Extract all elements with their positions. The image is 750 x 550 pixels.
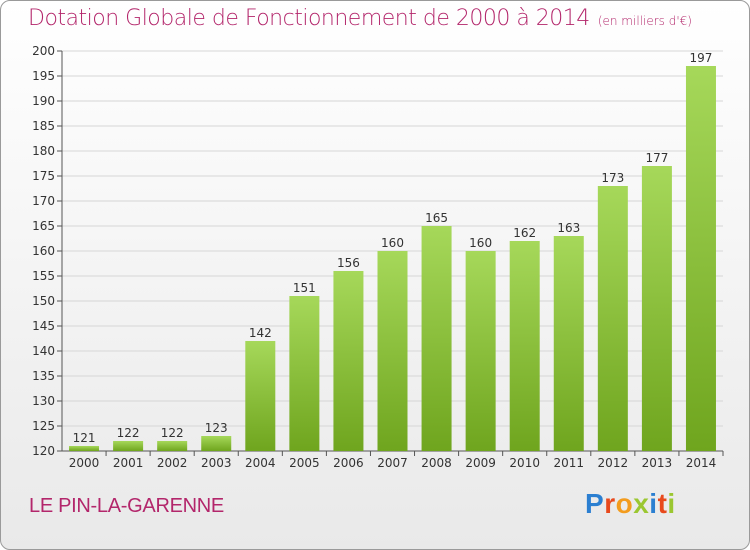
y-tick-label: 145 <box>32 319 55 333</box>
x-tick-label: 2003 <box>201 456 232 470</box>
y-tick-label: 185 <box>32 119 55 133</box>
data-label: 121 <box>73 431 96 445</box>
x-tick-label: 2005 <box>289 456 320 470</box>
bar <box>201 436 232 451</box>
y-tick-label: 195 <box>32 69 55 83</box>
bar <box>113 441 144 451</box>
data-label: 197 <box>690 51 713 65</box>
bar <box>509 241 540 451</box>
y-tick-label: 175 <box>32 169 55 183</box>
x-tick-label: 2012 <box>598 456 629 470</box>
data-label: 177 <box>645 151 668 165</box>
logo-letter: t <box>657 488 668 519</box>
bar <box>377 251 408 451</box>
bar <box>333 271 364 451</box>
x-tick-label: 2011 <box>553 456 584 470</box>
x-tick-label: 2007 <box>377 456 408 470</box>
bar <box>245 341 276 451</box>
data-labels: 121 122 122 123 142 151 156 160 165 160 162 163 173 1… <box>73 51 713 445</box>
data-label: 165 <box>425 211 448 225</box>
bar <box>421 226 452 451</box>
x-tick-label: 2013 <box>642 456 673 470</box>
bar <box>553 236 584 451</box>
y-tick-label: 135 <box>32 369 55 383</box>
data-label: 160 <box>469 236 492 250</box>
x-tick-label: 2009 <box>465 456 496 470</box>
x-tick-label: 2006 <box>333 456 364 470</box>
bar <box>685 66 716 451</box>
x-tick-label: 2010 <box>509 456 540 470</box>
x-tick-label: 2000 <box>69 456 100 470</box>
data-label: 122 <box>117 426 140 440</box>
data-label: 151 <box>293 281 316 295</box>
x-tick-label: 2002 <box>157 456 188 470</box>
logo-letter: r <box>604 488 616 519</box>
y-tick-label: 180 <box>32 144 55 158</box>
bar <box>597 186 628 451</box>
bar <box>157 441 188 451</box>
data-label: 122 <box>161 426 184 440</box>
y-tick-label: 125 <box>32 419 55 433</box>
bar <box>465 251 496 451</box>
y-tick-label: 120 <box>32 444 55 458</box>
logo-letter: o <box>615 488 634 519</box>
y-tick-label: 200 <box>32 44 55 58</box>
data-label: 123 <box>205 421 228 435</box>
y-tick-label: 150 <box>32 294 55 308</box>
x-tick-label: 2001 <box>113 456 144 470</box>
y-tick-label: 130 <box>32 394 55 408</box>
x-tick-label: 2014 <box>686 456 717 470</box>
bar <box>641 166 672 451</box>
y-tick-label: 155 <box>32 269 55 283</box>
data-label: 160 <box>381 236 404 250</box>
bar <box>289 296 320 451</box>
logo-letter: P <box>585 488 605 519</box>
y-tick-label: 160 <box>32 244 55 258</box>
data-label: 156 <box>337 256 360 270</box>
data-label: 142 <box>249 326 272 340</box>
commune-name: LE PIN-LA-GARENNE <box>29 495 224 517</box>
bars <box>69 66 716 451</box>
y-tick-label: 190 <box>32 94 55 108</box>
y-tick-label: 165 <box>32 219 55 233</box>
bar <box>69 446 100 451</box>
chart-title: Dotation Globale de Fonctionnement de 20… <box>28 6 692 31</box>
y-tick-label: 140 <box>32 344 55 358</box>
x-tick-label: 2004 <box>245 456 276 470</box>
chart-subtitle: (en milliers d'€) <box>597 14 692 28</box>
logo-letter: i <box>667 488 676 519</box>
logo-letter: x <box>633 488 650 519</box>
y-tick-label: 170 <box>32 194 55 208</box>
x-tick-label: 2008 <box>421 456 452 470</box>
data-label: 163 <box>557 221 580 235</box>
data-label: 162 <box>513 226 536 240</box>
proxiti-logo[interactable]: Proxiti <box>585 488 676 520</box>
chart-title-text: Dotation Globale de Fonctionnement de 20… <box>28 6 590 31</box>
data-label: 173 <box>601 171 624 185</box>
logo-letter: i <box>649 488 658 519</box>
